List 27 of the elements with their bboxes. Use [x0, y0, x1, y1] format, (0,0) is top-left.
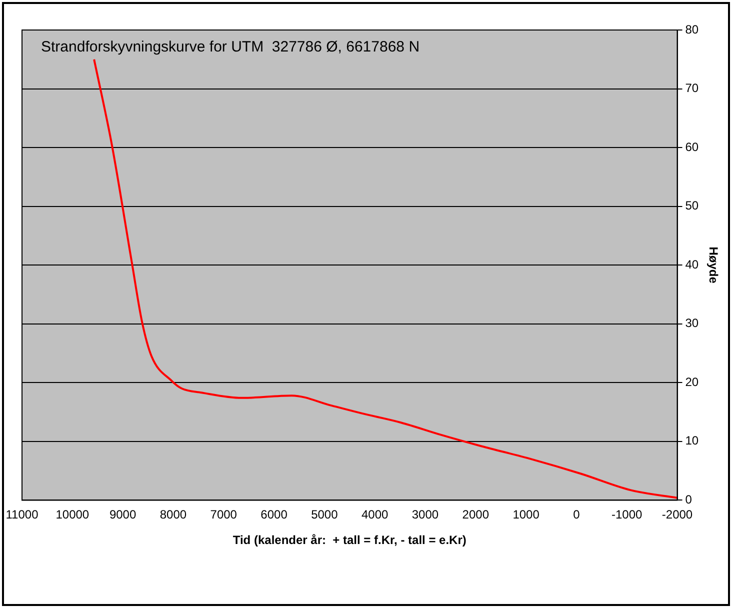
x-tick-label: 4000: [361, 508, 388, 522]
x-tick-label: 5000: [311, 508, 338, 522]
y-tick-label: 20: [685, 374, 699, 389]
x-tick-label: 1000: [512, 508, 540, 522]
y-tick-label: 40: [685, 257, 699, 272]
y-tick-label: 60: [685, 140, 699, 154]
x-tick-label: 7000: [210, 508, 238, 522]
x-tick-label: 6000: [260, 508, 288, 522]
x-tick-label: 2000: [462, 508, 490, 522]
x-axis-title: Tid (kalender år: + tall = f.Kr, - tall = e.Kr): [232, 533, 466, 548]
line-series: [93, 58, 678, 499]
x-tick-label: 11000: [6, 508, 39, 522]
y-tick-label: 50: [685, 198, 699, 213]
y-tick-label: 30: [685, 316, 699, 330]
x-tick-label: 3000: [412, 508, 439, 522]
text: Strandforskyvningskurve for UTM 327786 Ø, 6617868 N: [41, 38, 420, 56]
x-tick-label: -1000: [611, 508, 643, 522]
y-tick-label: 80: [685, 22, 699, 36]
y-tick-label: 70: [685, 81, 699, 96]
y-axis-title: Høyde: [706, 246, 720, 284]
x-tick-label: 9000: [109, 508, 136, 522]
y-tick-label: 0: [685, 492, 692, 507]
x-tick-label: -2000: [662, 508, 693, 522]
x-tick-label: 10000: [56, 508, 90, 522]
y-tick-label: 10: [685, 434, 699, 448]
x-tick-label: 8000: [160, 508, 187, 522]
x-tick-label: 0: [573, 508, 580, 522]
